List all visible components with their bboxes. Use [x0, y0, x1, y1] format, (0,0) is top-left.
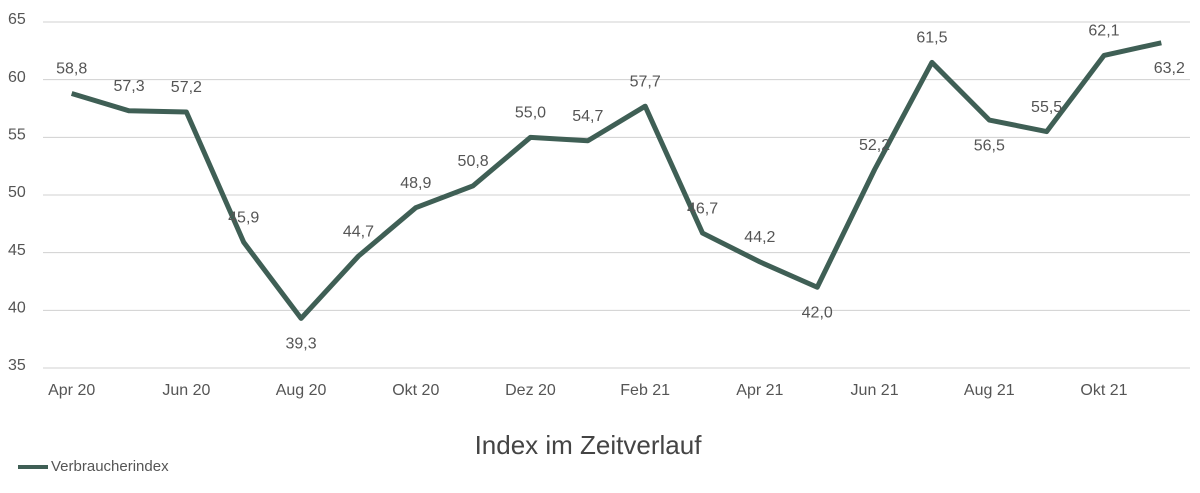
x-tick-label: Apr 20: [48, 382, 95, 399]
y-tick-label: 50: [8, 184, 26, 201]
legend-label: Verbraucherindex: [51, 458, 169, 475]
y-tick-label: 55: [8, 127, 26, 144]
data-label: 56,5: [974, 137, 1005, 154]
data-label: 44,2: [744, 229, 775, 246]
data-label: 57,7: [630, 73, 661, 90]
data-label: 44,7: [343, 223, 374, 240]
data-label: 63,2: [1154, 60, 1185, 77]
data-label: 45,9: [228, 210, 259, 227]
x-tick-label: Apr 21: [736, 382, 783, 399]
data-label: 46,7: [687, 200, 718, 217]
data-label: 55,0: [515, 105, 546, 122]
data-label: 39,3: [286, 336, 317, 353]
x-tick-label: Okt 20: [392, 382, 439, 399]
line: [70, 40, 1162, 321]
data-label: 57,2: [171, 79, 202, 96]
data-label: 52,2: [859, 137, 890, 154]
data-label: 50,8: [458, 153, 489, 170]
data-label: 61,5: [916, 30, 947, 47]
y-tick-label: 60: [8, 69, 26, 86]
data-label: 54,7: [572, 108, 603, 125]
x-tick-label: Jun 21: [851, 382, 899, 399]
x-tick-label: Dez 20: [505, 382, 556, 399]
data-label: 62,1: [1088, 23, 1119, 40]
data-label: 57,3: [113, 78, 144, 95]
y-tick-label: 45: [8, 242, 26, 259]
chart-title: Index im Zeitverlauf: [475, 430, 703, 460]
x-tick-label: Jun 20: [162, 382, 210, 399]
x-tick-label: Feb 21: [620, 382, 670, 399]
data-label: 58,8: [56, 61, 87, 78]
y-tick-label: 35: [8, 357, 26, 374]
y-tick-label: 65: [8, 11, 26, 28]
x-tick-label: Aug 20: [276, 382, 327, 399]
data-label: 48,9: [400, 175, 431, 192]
data-label: 55,5: [1031, 99, 1062, 116]
data-label: 42,0: [802, 304, 833, 321]
y-tick-label: 40: [8, 300, 26, 317]
x-tick-label: Okt 21: [1080, 382, 1127, 399]
x-tick-label: Aug 21: [964, 382, 1015, 399]
